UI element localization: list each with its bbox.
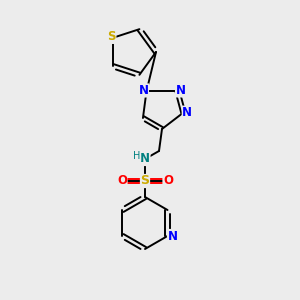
Text: H: H xyxy=(133,151,141,161)
Text: N: N xyxy=(182,106,192,119)
Text: N: N xyxy=(140,152,150,166)
Text: O: O xyxy=(163,175,173,188)
Text: S: S xyxy=(140,175,149,188)
Text: O: O xyxy=(117,175,127,188)
Text: S: S xyxy=(107,30,116,44)
Text: N: N xyxy=(138,84,148,97)
Text: N: N xyxy=(176,84,186,97)
Text: N: N xyxy=(167,230,178,242)
